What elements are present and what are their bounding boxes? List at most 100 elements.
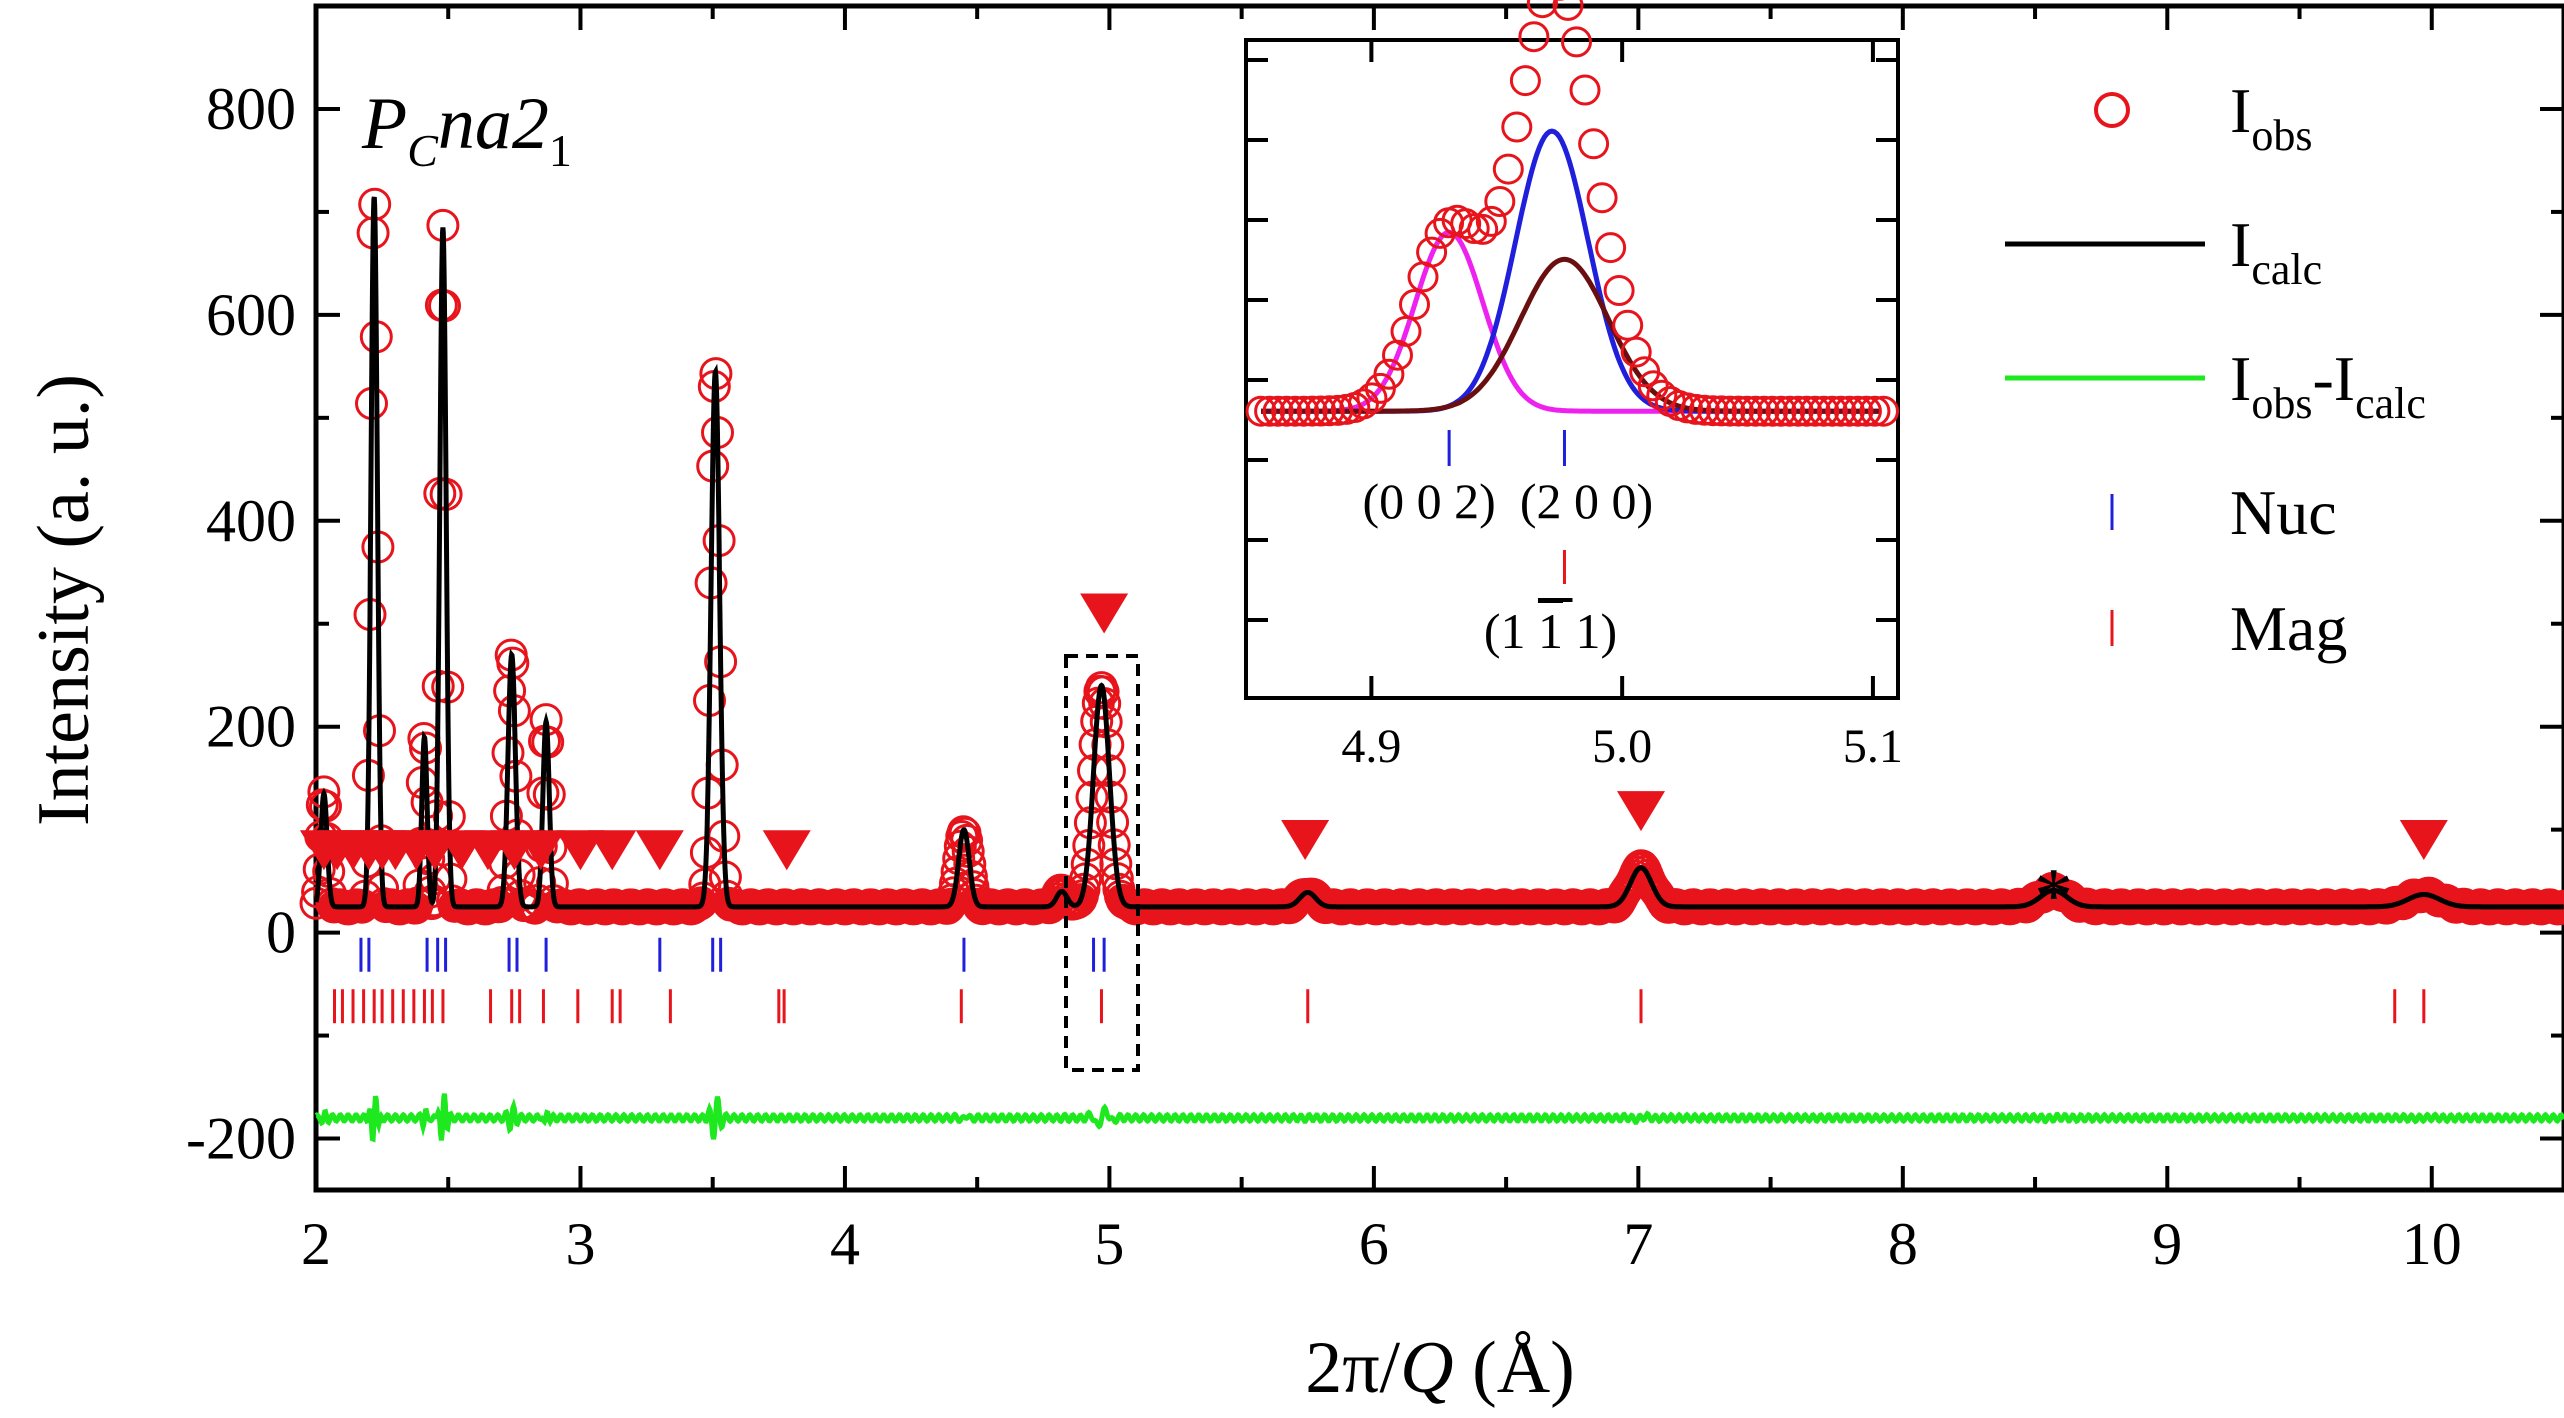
zoom-region-box xyxy=(1064,654,1140,1072)
mag-reflection-ticks xyxy=(333,989,2426,1024)
inset-iobs-point xyxy=(1688,394,1720,426)
inset-iobs-point xyxy=(1595,232,1627,264)
x-tick-label: 5 xyxy=(1094,1211,1124,1277)
nuc-reflection-ticks xyxy=(359,937,1106,972)
y-tick-label: 600 xyxy=(206,282,296,348)
x-tick-label: 7 xyxy=(1623,1211,1653,1277)
magnetic-peak-triangle xyxy=(762,830,811,871)
inset-iobs-point xyxy=(1245,395,1277,427)
difference-line xyxy=(314,1093,2564,1143)
inset-iobs-point xyxy=(1782,395,1814,427)
inset-iobs-point xyxy=(1492,153,1524,185)
inset-iobs-point xyxy=(1859,395,1891,427)
legend-iobs-label: Iobs xyxy=(2230,75,2312,160)
inset-iobs-point xyxy=(1288,395,1320,427)
magnetic-peak-triangle xyxy=(1281,819,1330,860)
inset-iobs-point xyxy=(1757,395,1789,427)
inset-iobs-point xyxy=(1774,395,1806,427)
inset-iobs-point xyxy=(1561,26,1592,58)
inset-iobs-point xyxy=(1603,275,1635,306)
inset-iobs-point xyxy=(1501,111,1533,143)
inset-iobs-point xyxy=(1271,395,1303,427)
x-tick-label: 8 xyxy=(1888,1211,1918,1277)
x-tick-label: 2 xyxy=(301,1211,331,1277)
x-tick-label: 4 xyxy=(830,1211,860,1277)
inset-iobs-point xyxy=(1467,213,1499,245)
inset-iobs-point xyxy=(1347,388,1379,420)
inset-iobs-point xyxy=(1296,395,1328,427)
inset-iobs-point xyxy=(1748,395,1780,427)
inset-iobs-point xyxy=(1740,395,1772,427)
x-tick-label: 3 xyxy=(565,1211,595,1277)
x-axis-label-unit: (Å) xyxy=(1454,1327,1575,1409)
inset-iobs-point xyxy=(1731,395,1763,427)
space-group-label: PCna21 xyxy=(361,83,572,176)
x-tick-label: 6 xyxy=(1359,1211,1389,1277)
x-axis-label: 2π/Q (Å) xyxy=(1305,1327,1575,1409)
y-tick-label: -200 xyxy=(186,1106,296,1172)
axis-ticks xyxy=(314,6,2564,1190)
y-tick-label: 0 xyxy=(266,900,296,966)
inset-iobs-point xyxy=(1825,395,1857,427)
magnetic-peak-triangle xyxy=(588,830,637,871)
inset-iobs-point xyxy=(1399,289,1430,320)
inset-iobs-point xyxy=(1620,336,1652,368)
inset-iobs-point xyxy=(1450,208,1482,240)
hkl-barred-index: 1 xyxy=(1538,603,1563,659)
inset-x-tick-label: 5.0 xyxy=(1592,720,1652,773)
space-group-sub: C xyxy=(407,125,439,176)
inset-iobs-point xyxy=(1868,395,1899,427)
inset-iobs-point xyxy=(1680,393,1712,425)
x-tick-label: 10 xyxy=(2402,1211,2462,1277)
legend-mag-label: Mag xyxy=(2230,593,2347,664)
inset-axis-ticks xyxy=(1246,40,1898,698)
inset-iobs-point xyxy=(1646,379,1678,411)
inset-iobs-point xyxy=(1706,395,1737,427)
legend-iobs-marker xyxy=(2094,92,2130,128)
inset-iobs-point xyxy=(1279,395,1311,427)
hkl-label-1-bar1-1: (1 1 1) xyxy=(1484,603,1617,659)
inset-iobs-point xyxy=(1808,395,1840,427)
x-tick-labels: 2 3 4 5 6 7 8 9 10 xyxy=(301,1211,2462,1277)
inset-iobs-point xyxy=(1416,236,1448,268)
inset-nuc-ticks xyxy=(1447,430,1566,466)
magnetic-peak-triangle xyxy=(1080,593,1129,634)
legend: Iobs Icalc Iobs-Icalc Nuc Mag xyxy=(2005,75,2426,664)
inset-iobs-point xyxy=(1569,74,1601,106)
space-group-rest: na2 xyxy=(438,83,549,165)
icalc-line xyxy=(313,196,2564,910)
inset-iobs-point xyxy=(1842,395,1874,427)
inset-iobs-point xyxy=(1356,382,1388,414)
magnetic-peak-triangle xyxy=(516,830,565,871)
x-axis-label-q: Q xyxy=(1400,1327,1453,1409)
inset-iobs-point xyxy=(1714,395,1746,427)
inset-iobs-point xyxy=(1816,395,1848,427)
inset-iobs-point xyxy=(1697,395,1729,427)
hkl-label-200: (2 0 0) xyxy=(1520,473,1653,529)
magnetic-peak-triangle xyxy=(635,830,684,871)
inset-iobs-point xyxy=(1791,395,1823,427)
magnetic-peak-triangle xyxy=(2399,819,2448,860)
impurity-star-marker: * xyxy=(2034,851,2073,938)
space-group-sub2: 1 xyxy=(549,125,572,176)
inset-iobs-point xyxy=(1526,0,1558,19)
inset-iobs-point xyxy=(1765,395,1797,427)
hkl-label-002: (0 0 2) xyxy=(1362,473,1495,529)
magnetic-peak-triangle xyxy=(1616,791,1665,832)
inset-iobs-point xyxy=(1637,370,1669,402)
series-layer: * xyxy=(299,187,2564,1143)
y-tick-label: 800 xyxy=(206,76,296,142)
inset-iobs-point xyxy=(1484,186,1516,217)
magnetic-peak-triangle xyxy=(556,830,605,871)
inset-iobs-point xyxy=(1833,395,1865,427)
legend-diff-label: Iobs-Icalc xyxy=(2230,343,2426,428)
plot-frame xyxy=(313,3,2564,1193)
inset-iobs-point xyxy=(1723,395,1754,427)
inset-x-tick-label: 4.9 xyxy=(1341,720,1401,773)
inset-iobs-point xyxy=(1254,395,1286,427)
y-tick-labels: -200 0 200 400 600 800 xyxy=(186,76,296,1172)
inset-iobs-point xyxy=(1475,205,1507,237)
inset-iobs-point xyxy=(1509,65,1541,97)
magnetic-peak-markers xyxy=(299,593,2448,871)
